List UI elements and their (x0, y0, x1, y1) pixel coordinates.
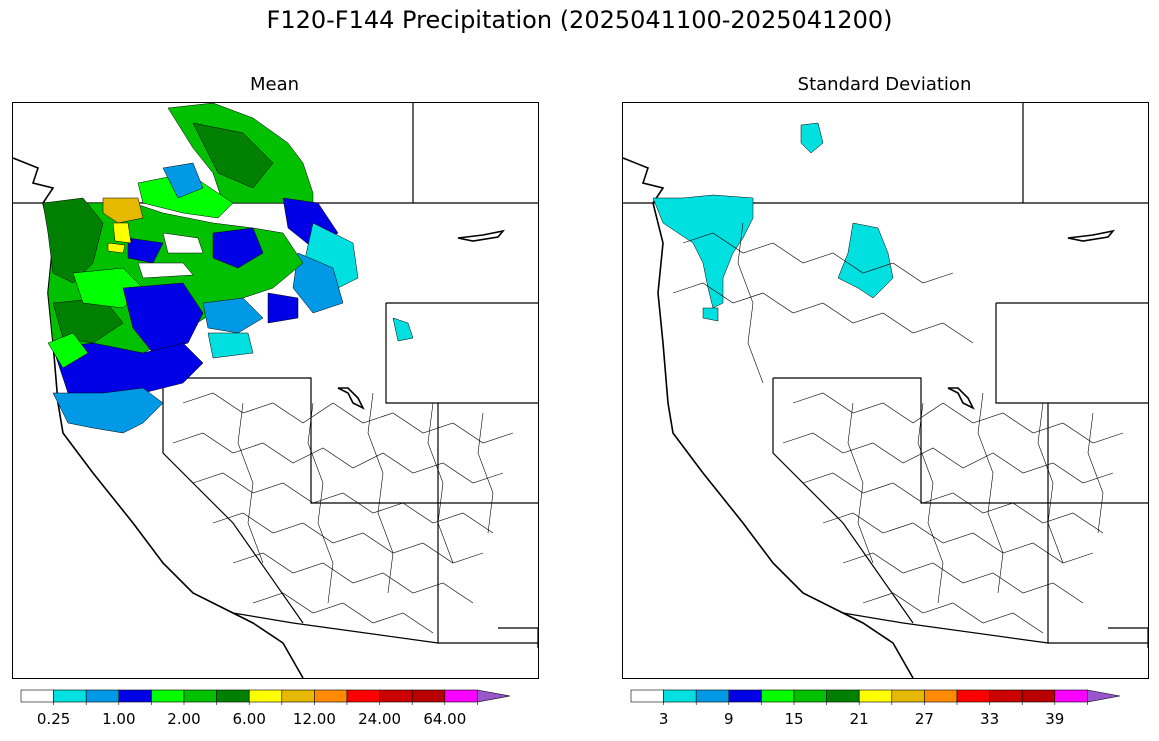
colorbar-swatch (151, 689, 185, 703)
colorbar-tick-label: 6.00 (232, 710, 266, 728)
map-stdev (622, 102, 1149, 679)
precip-fill (42, 103, 414, 434)
colorbar-swatch (695, 689, 730, 703)
colorbar-swatch (630, 689, 664, 703)
colorbar-swatch (183, 689, 217, 703)
colorbar-swatch (1087, 689, 1121, 703)
colorbar-tick-label: 12.00 (292, 710, 336, 728)
colorbar-swatch (1021, 689, 1056, 703)
colorbar-swatch (1054, 689, 1088, 703)
coastline (623, 157, 1116, 678)
panel-title-mean: Mean (249, 74, 300, 95)
colorbar-swatch (379, 689, 413, 703)
panel-title-stdev: Standard Deviation (797, 74, 972, 95)
colorbar-swatch (444, 689, 478, 703)
colorbar-swatch (85, 689, 120, 703)
colorbar-tick-label: 21 (849, 710, 869, 728)
colorbar-tick-label: 1.00 (102, 710, 136, 728)
colorbar-swatch (989, 689, 1023, 703)
colorbar-swatch (53, 689, 87, 703)
colorbar-swatch (20, 689, 54, 703)
colorbar-swatch (826, 689, 860, 703)
colorbar-swatch (118, 689, 152, 703)
colorbar-tick-label: 0.25 (36, 710, 71, 728)
colorbar-swatch (956, 689, 990, 703)
colorbar-stdev (630, 689, 1121, 705)
colorbar-swatch (761, 689, 795, 703)
figure-title: F120-F144 Precipitation (2025041100-2025… (266, 6, 893, 34)
colorbar-swatch (411, 689, 446, 703)
colorbar-tick-label: 64.00 (423, 710, 467, 728)
colorbar-swatch (891, 689, 925, 703)
colorbar-swatch (314, 689, 348, 703)
colorbar-swatch (793, 689, 827, 703)
colorbar-mean-swatches (20, 689, 511, 705)
colorbar-swatch (216, 689, 250, 703)
map-mean (12, 102, 539, 679)
colorbar-tick-label: 2.00 (167, 710, 201, 728)
coastline (13, 157, 506, 678)
colorbar-stdev-swatches (630, 689, 1121, 705)
colorbar-swatch (728, 689, 762, 703)
colorbar-swatch (248, 689, 283, 703)
colorbar-swatch (858, 689, 893, 703)
colorbar-swatch (346, 689, 380, 703)
colorbar-swatch (663, 689, 697, 703)
colorbar-tick-label: 27 (914, 710, 934, 728)
colorbar-swatch (281, 689, 315, 703)
colorbar-mean (20, 689, 511, 705)
colorbar-tick-label: 15 (784, 710, 804, 728)
basin-lines (172, 392, 514, 634)
colorbar-tick-label: 33 (980, 710, 1000, 728)
colorbar-tick-label: 3 (658, 710, 669, 728)
colorbar-tick-label: 24.00 (358, 710, 402, 728)
colorbar-swatch (477, 689, 511, 703)
colorbar-swatch (924, 689, 958, 703)
state-boundaries (623, 103, 1148, 648)
colorbar-tick-label: 9 (724, 710, 734, 728)
colorbar-tick-label: 39 (1045, 710, 1065, 728)
basin-lines (672, 222, 1124, 634)
stdev-fill (652, 122, 894, 322)
